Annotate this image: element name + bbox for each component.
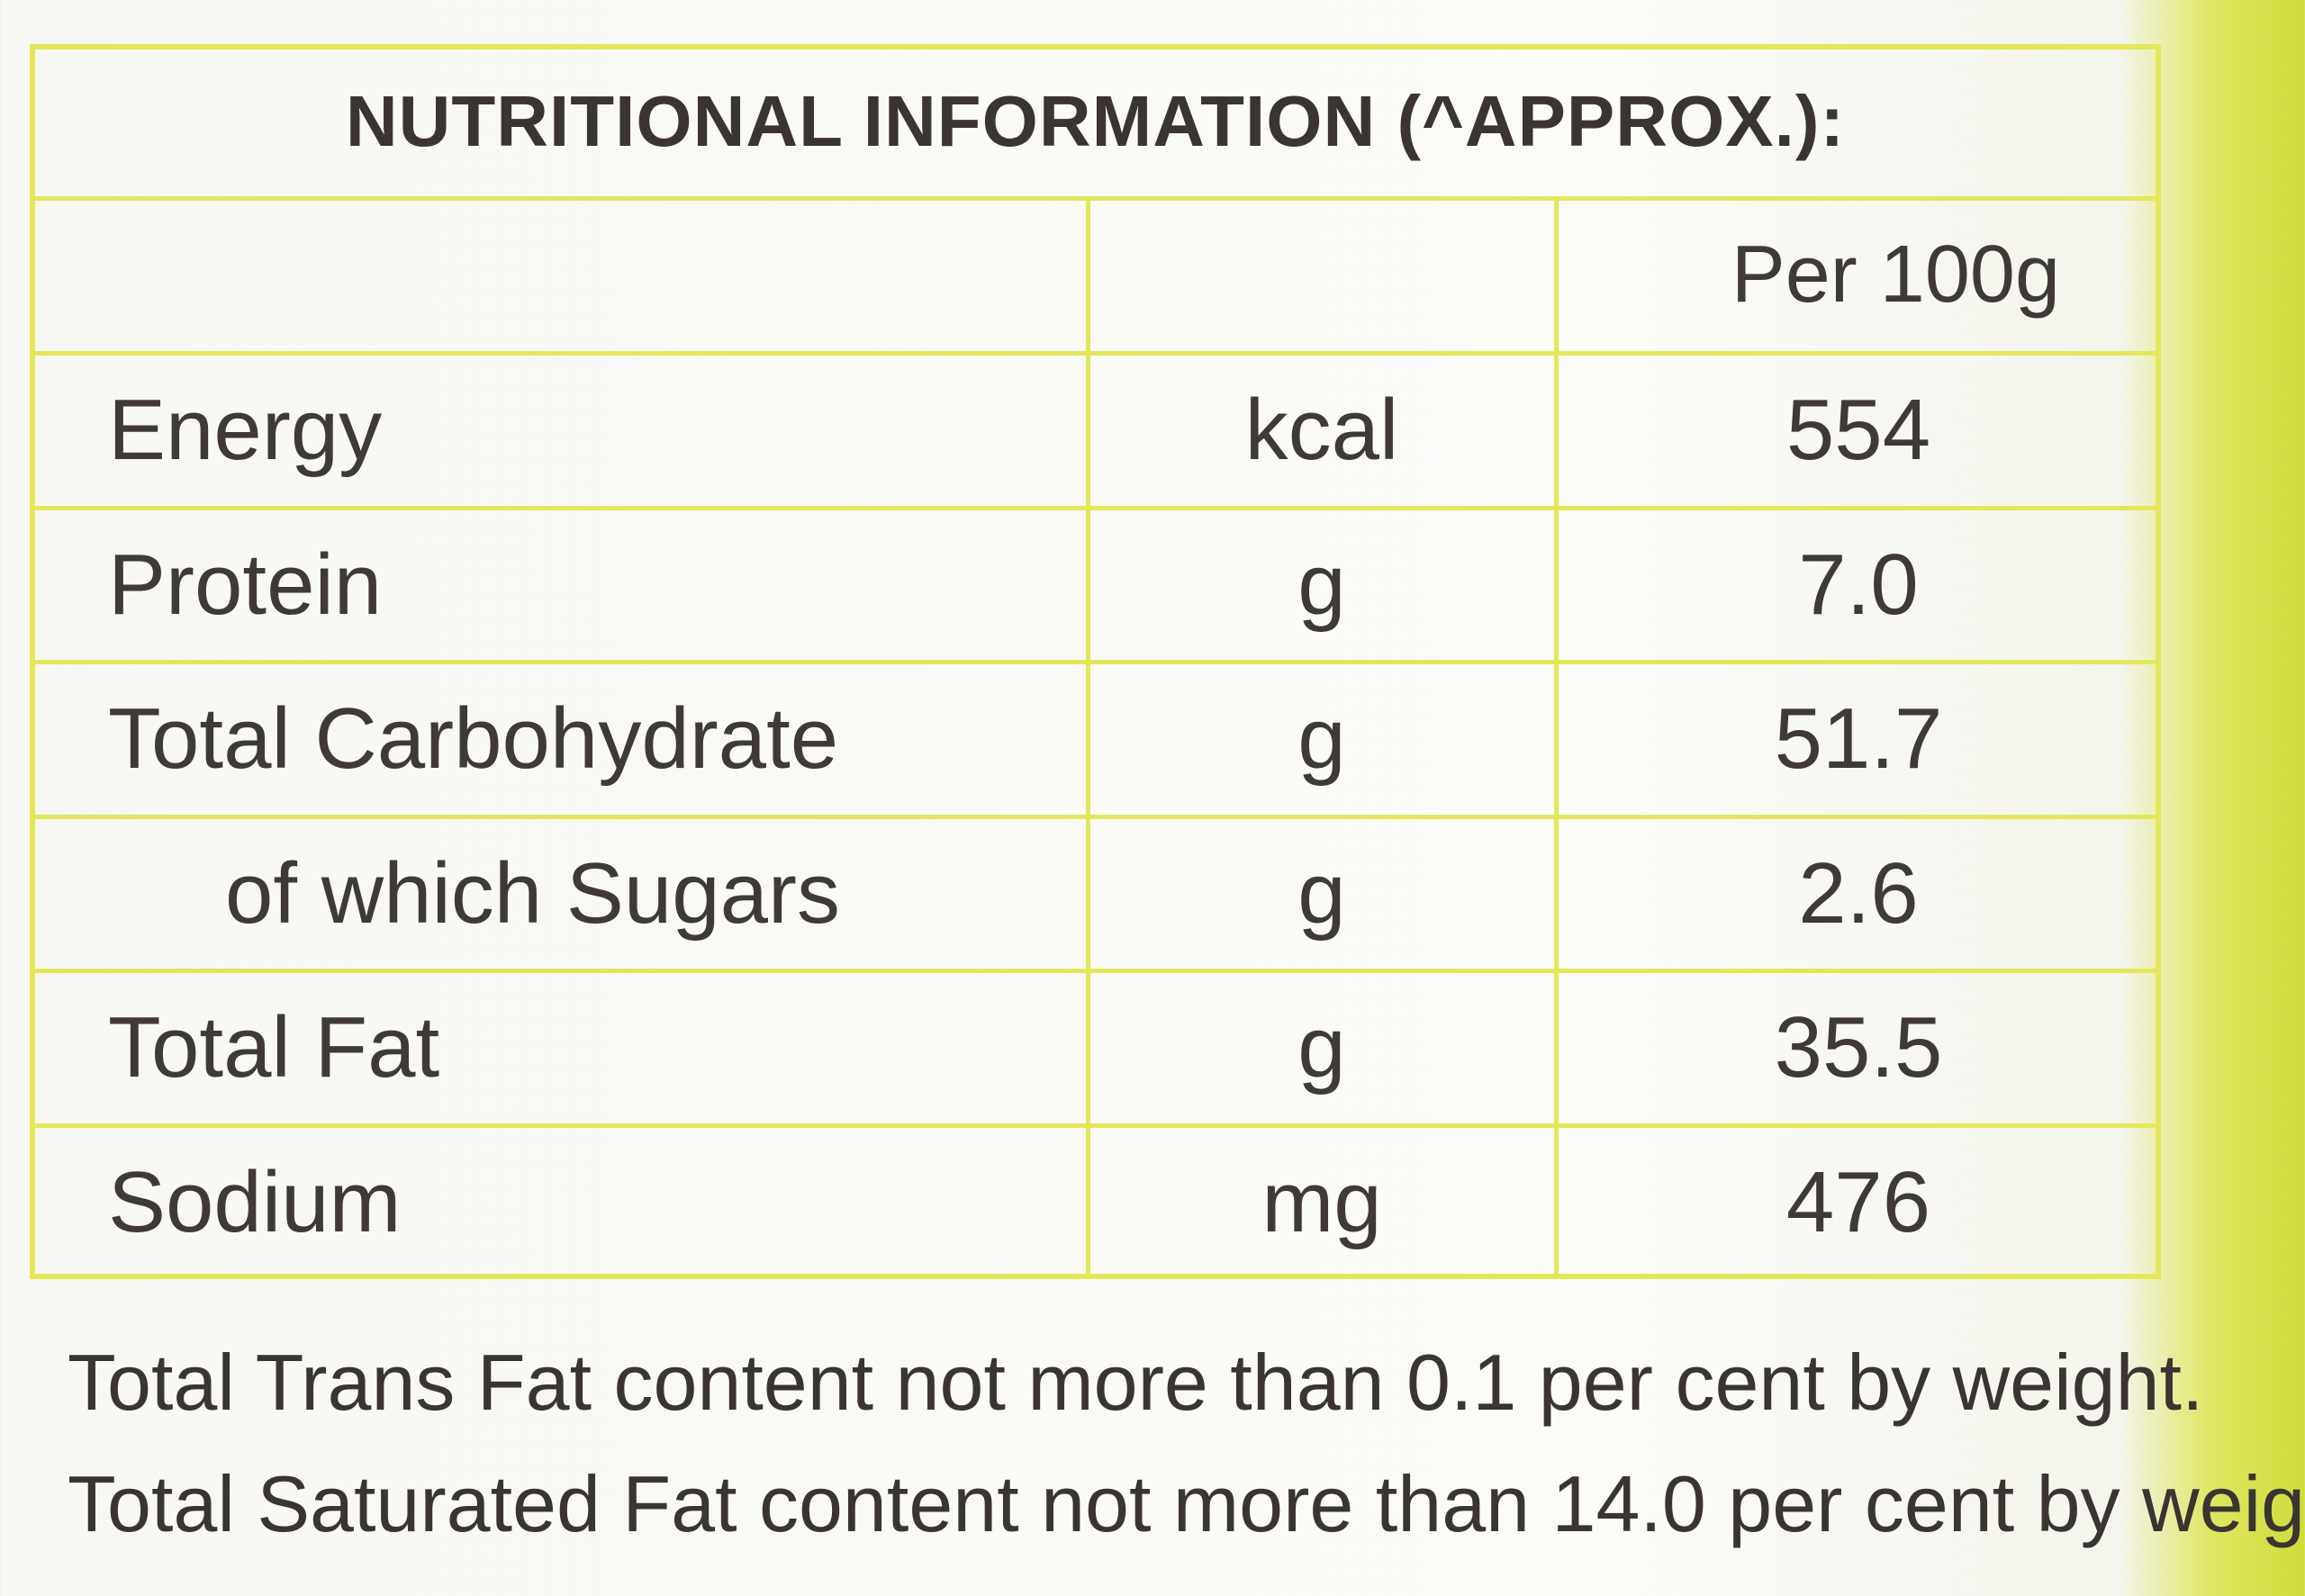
header-cell: Per 100g: [1731, 230, 2060, 320]
nutrient-name: Sodium: [108, 1153, 402, 1250]
column-rule: [1554, 198, 1559, 1279]
rule: [30, 660, 2161, 664]
amount: 7.0: [1798, 536, 1919, 633]
title: NUTRITIONAL INFORMATION (^APPROX.):: [345, 81, 1846, 161]
amount: 476: [1785, 1153, 1931, 1250]
nutrient-name: of which Sugars: [225, 844, 841, 942]
rule: [30, 351, 2161, 356]
amount: 35.5: [1774, 999, 1943, 1096]
amount: 51.7: [1774, 690, 1943, 787]
rule: [30, 969, 2161, 973]
rule: [30, 505, 2161, 510]
footnote: Total Trans Fat content not more than 0.…: [68, 1338, 2204, 1427]
column-rule: [1086, 198, 1090, 1279]
nutrient-name: Energy: [108, 382, 383, 478]
unit: mg: [1261, 1153, 1382, 1250]
footnote: Total Saturated Fat content not more tha…: [68, 1459, 2305, 1548]
amount: 554: [1785, 382, 1931, 478]
nutrient-name: Total Fat: [108, 999, 440, 1096]
nutrient-name: Total Carbohydrate: [108, 690, 839, 787]
rule: [30, 814, 2161, 819]
unit: g: [1297, 536, 1346, 633]
rule: [30, 1123, 2161, 1128]
unit: kcal: [1244, 382, 1399, 478]
rule: [30, 196, 2161, 201]
amount: 2.6: [1798, 844, 1919, 942]
unit: g: [1297, 844, 1346, 942]
nutrient-name: Protein: [108, 536, 383, 633]
unit: g: [1297, 999, 1346, 1096]
unit: g: [1297, 690, 1346, 787]
